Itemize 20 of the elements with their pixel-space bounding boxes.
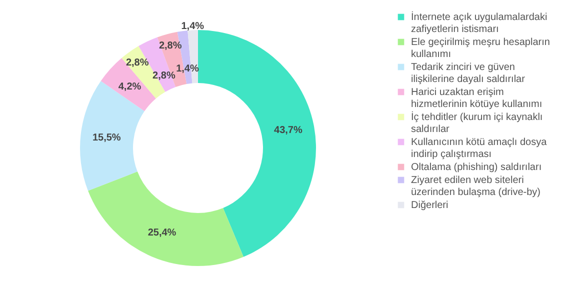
legend-label: Oltalama (phishing) saldırıları (411, 162, 542, 173)
legend-label: Diğerleri (411, 200, 448, 211)
legend-label: Tedarik zinciri ve güven ilişkilerine dayalı saldırılar (411, 62, 526, 85)
data-label: 4,2% (118, 81, 142, 92)
data-label: 1,4% (181, 21, 204, 32)
data-label: 43,7% (274, 124, 302, 136)
legend-label: Ele geçirilmiş meşru hesapların kullanımı (411, 37, 550, 60)
legend-label: İnternete açık uygulamalardaki zafiyetlerin istismarı (411, 11, 548, 35)
data-label: 2,8% (126, 57, 149, 68)
legend-label: Harici uzaktan erişim hizmetlerinin kötüye kullanımı (411, 87, 542, 110)
legend-label: İç tehditler (kurum içi kaynaklı saldırılar (411, 111, 543, 135)
donut-slice (80, 81, 144, 191)
legend-label: Ziyaret edilen web siteleri üzerinden bulaşma (drive-by) (411, 175, 541, 198)
data-label: 15,5% (92, 132, 121, 144)
data-label: 25,4% (148, 228, 176, 239)
donut-slice (198, 30, 316, 257)
donut-slice (88, 172, 244, 266)
data-label: 2,8% (158, 40, 182, 52)
legend-label: Kullanıcının kötü amaçlı dosya indirip çalıştırması (411, 137, 548, 160)
data-label: 2,8% (152, 70, 176, 82)
